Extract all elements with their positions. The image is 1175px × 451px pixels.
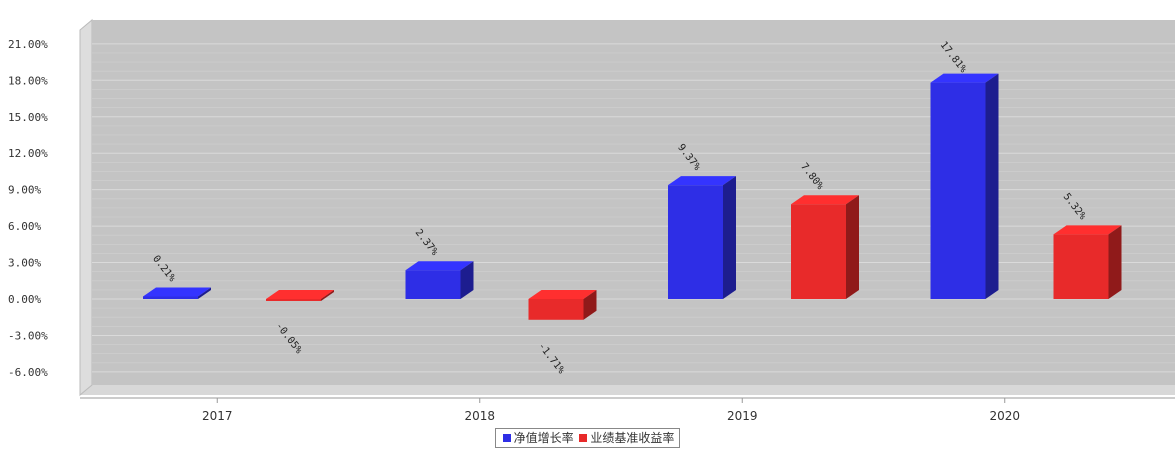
bar	[528, 290, 597, 320]
bar-front	[528, 299, 584, 320]
y-tick-label: 6.00%	[8, 220, 41, 233]
bar-top	[1053, 225, 1122, 235]
bar-front	[930, 82, 986, 300]
y-axis-ticks: 21.00% 18.00% 15.00% 12.00% 9.00% 6.00% 3.00% 0…	[8, 38, 48, 379]
bar-side	[460, 261, 474, 299]
x-tick-label: 2020	[989, 409, 1020, 423]
bar-top	[791, 195, 859, 205]
bar-top	[143, 287, 211, 297]
bar-top	[930, 73, 999, 83]
bar-side	[846, 195, 859, 299]
x-axis-ticks: 2017 2018 2019 2020	[202, 398, 1020, 423]
y-tick-label: -6.00%	[8, 366, 48, 379]
y-tick-label: 15.00%	[8, 111, 48, 124]
bar-side	[985, 73, 999, 300]
bar-side	[198, 287, 211, 299]
x-tick-label: 2018	[464, 409, 495, 423]
bar-top	[405, 261, 474, 271]
bar	[930, 73, 999, 300]
bar-front	[143, 296, 198, 299]
legend-label-series-1: 业绩基准收益率	[590, 431, 675, 445]
bar	[1053, 225, 1122, 299]
y-tick-label: -3.00%	[8, 329, 48, 342]
bar	[143, 287, 211, 299]
bar-front	[1053, 234, 1109, 299]
y-tick-label: 12.00%	[8, 147, 48, 160]
legend: 净值增长率 业绩基准收益率	[0, 427, 1175, 448]
y-tick-label: 21.00%	[8, 38, 48, 51]
x-tick-label: 2019	[727, 409, 758, 423]
legend-swatch-series-0	[502, 434, 511, 442]
bar-front	[405, 270, 461, 299]
bar-top	[266, 290, 334, 299]
bar-front	[266, 299, 321, 301]
bar-side	[723, 176, 736, 299]
y-tick-label: 18.00%	[8, 74, 48, 87]
legend-label-series-0: 净值增长率	[513, 431, 574, 445]
plot-back-wall	[92, 20, 1175, 385]
bar-side	[583, 290, 597, 320]
bar	[791, 195, 859, 299]
x-tick-label: 2017	[202, 409, 233, 423]
plot-side-wall	[79, 18, 93, 397]
y-tick-label: 9.00%	[8, 184, 41, 197]
bar-front	[791, 204, 846, 299]
bar-top	[668, 176, 736, 186]
bar-side	[321, 290, 334, 301]
bar	[266, 290, 334, 301]
bar-side	[1108, 225, 1122, 299]
legend-swatch-series-1	[579, 434, 588, 442]
plot-floor	[80, 385, 1175, 395]
bar-front	[668, 185, 723, 299]
bar-top	[528, 290, 597, 299]
bar	[668, 176, 736, 299]
legend-box: 净值增长率 业绩基准收益率	[494, 428, 681, 448]
bar	[405, 261, 474, 299]
y-tick-label: 0.00%	[8, 293, 41, 306]
bars	[143, 73, 1122, 320]
y-tick-label: 3.00%	[8, 257, 41, 270]
